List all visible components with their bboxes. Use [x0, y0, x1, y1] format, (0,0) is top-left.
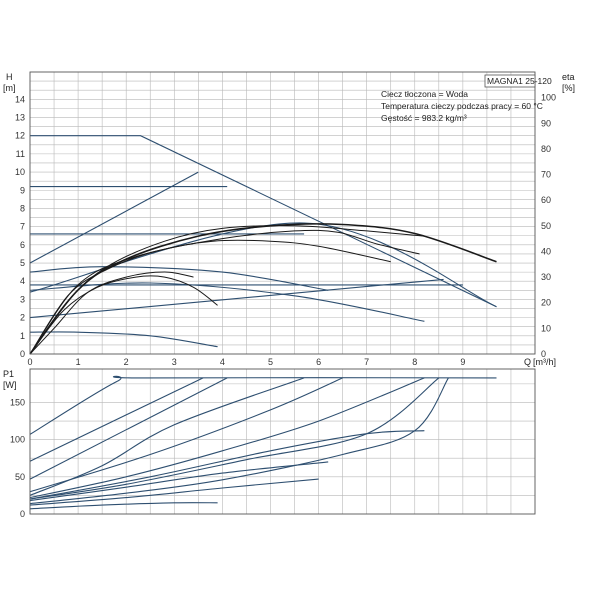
head-plot-frame: [29, 71, 536, 355]
head-curve: [29, 222, 497, 308]
flow-axis-label: Q: [524, 357, 531, 367]
efficiency-curve: [29, 239, 391, 355]
power-curve: [29, 377, 228, 480]
head-curves: [29, 135, 497, 355]
power-curve: [29, 375, 497, 435]
power-curve: [29, 478, 319, 506]
efficiency-curve: [29, 275, 218, 355]
model-name-box: [484, 74, 536, 88]
fluid-annotation: Ciecz tłoczona = Woda: [381, 89, 468, 99]
power-curve: [29, 502, 218, 510]
efficiency-axis-label: eta: [562, 72, 575, 82]
x-tick-label: 0: [27, 357, 32, 367]
efficiency-curve: [29, 223, 497, 355]
x-tick-label: 4: [220, 357, 225, 367]
efficiency-tick-label: 90: [541, 118, 551, 128]
head-tick-label: 4: [20, 276, 25, 286]
power-plot-frame: [29, 368, 536, 515]
head-tick-label: 13: [15, 112, 25, 122]
head-tick-label: 8: [20, 203, 25, 213]
x-tick-label: 9: [460, 357, 465, 367]
tick-labels: 0 1 2 3 4 5 6 7 8 9012345678910111213140102030405…: [10, 93, 556, 519]
efficiency-tick-label: 80: [541, 144, 551, 154]
head-tick-label: 7: [20, 222, 25, 232]
x-tick-label: 1: [76, 357, 81, 367]
efficiency-tick-label: 30: [541, 272, 551, 282]
power-tick-label: 50: [15, 472, 25, 482]
efficiency-tick-label: 40: [541, 246, 551, 256]
efficiency-tick-label: 70: [541, 170, 551, 180]
efficiency-curve: [29, 271, 194, 355]
power-tick-label: 150: [10, 397, 25, 407]
power-tick-label: 100: [10, 435, 25, 445]
power-axis-unit: [W]: [3, 380, 17, 390]
head-tick-label: 9: [20, 185, 25, 195]
x-tick-label: 8: [412, 357, 417, 367]
head-curve: [29, 171, 199, 264]
x-tick-label: 3: [172, 357, 177, 367]
power-curve: [29, 461, 329, 502]
head-tick-label: 6: [20, 240, 25, 250]
power-tick-label: 0: [20, 509, 25, 519]
head-grid: [30, 72, 535, 354]
efficiency-tick-label: 50: [541, 221, 551, 231]
head-tick-label: 10: [15, 167, 25, 177]
power-curve: [29, 377, 425, 499]
power-curve: [29, 430, 425, 500]
head-tick-label: 11: [16, 149, 25, 159]
efficiency-tick-label: 20: [541, 298, 551, 308]
power-curve: [29, 377, 440, 500]
head-tick-label: 3: [20, 294, 25, 304]
x-tick-label: 7: [364, 357, 369, 367]
head-axis-unit: [m]: [3, 83, 16, 93]
flow-axis-unit: [m³/h]: [533, 357, 556, 367]
efficiency-axis-unit: [%]: [562, 83, 575, 93]
efficiency-tick-label: 10: [541, 323, 551, 333]
x-tick-label: 5: [268, 357, 273, 367]
head-tick-label: 12: [15, 131, 25, 141]
head-curve: [29, 282, 425, 322]
power-axis-label: P1: [3, 369, 14, 379]
head-curve: [29, 331, 218, 348]
x-tick-label: 2: [124, 357, 129, 367]
efficiency-tick-label: 100: [541, 93, 556, 103]
efficiency-curve: [29, 229, 420, 355]
x-tick-label: 6: [316, 357, 321, 367]
head-tick-label: 0: [20, 349, 25, 359]
head-curve: [29, 266, 329, 291]
power-grid: [30, 369, 535, 514]
head-tick-label: 2: [20, 313, 25, 323]
power-curve: [29, 377, 204, 462]
head-tick-label: 14: [15, 94, 25, 104]
head-curve: [29, 278, 444, 319]
head-curve: [30, 135, 497, 308]
density-annotation: Gęstość = 983.2 kg/m³: [381, 113, 467, 123]
efficiency-tick-label: 0: [541, 349, 546, 359]
head-tick-label: 1: [20, 331, 25, 341]
power-curve: [29, 377, 343, 493]
efficiency-tick-label: 60: [541, 195, 551, 205]
head-tick-label: 5: [20, 258, 25, 268]
power-curves: [29, 375, 497, 510]
temperature-annotation: Temperatura cieczy podczas pracy = 60 °C: [381, 101, 543, 111]
head-axis-label: H: [6, 72, 13, 82]
model-name: MAGNA1 25-120: [487, 76, 552, 86]
